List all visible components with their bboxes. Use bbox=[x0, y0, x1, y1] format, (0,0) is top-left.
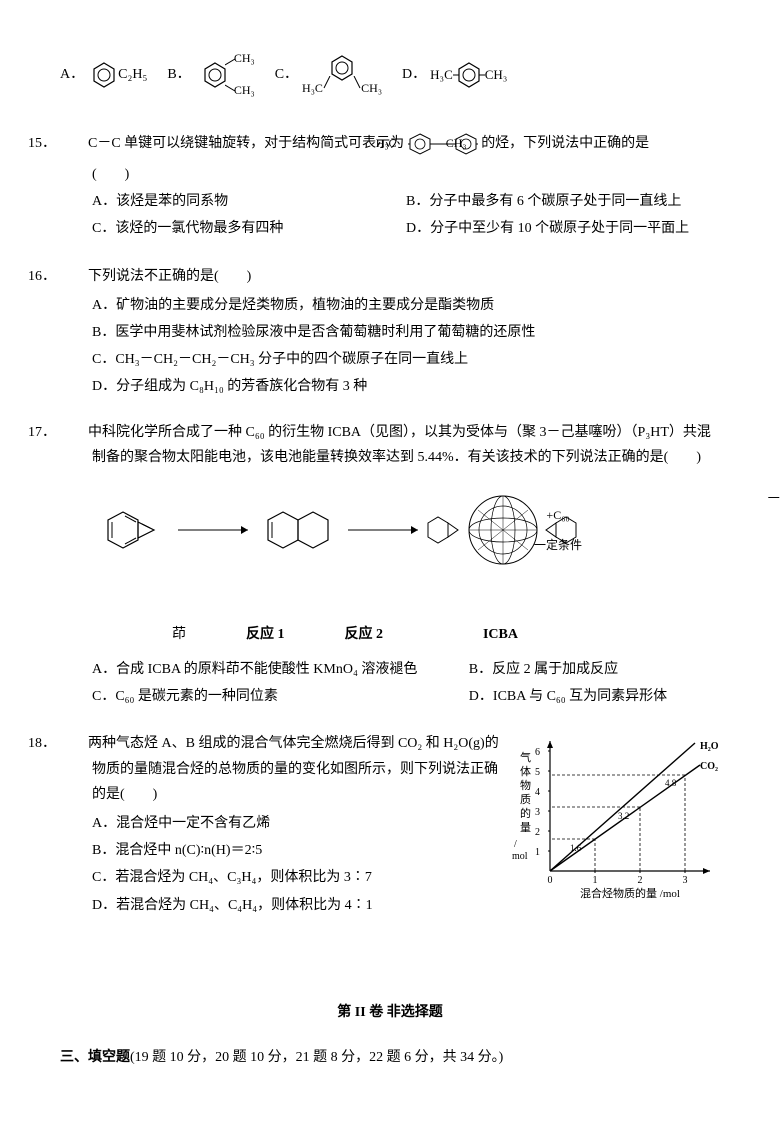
svg-text:3.2: 3.2 bbox=[618, 811, 629, 821]
q15-opt-b: B．分子中最多有 6 个碳原子处于同一直线上 bbox=[406, 189, 720, 214]
q17-options: A．合成 ICBA 的原料茚不能使酸性 KMnO₄ 溶液褪色 B．反应 2 属于… bbox=[60, 657, 720, 711]
svg-text:2: 2 bbox=[638, 875, 643, 886]
svg-text:1.6: 1.6 bbox=[570, 843, 582, 853]
q16-opt-c: C．CH₃－CH₂－CH₂－CH₃ 分子中的四个碳原子在同一直线上 bbox=[60, 347, 720, 372]
svg-text:0: 0 bbox=[548, 875, 553, 886]
q14-opt-d: D． H₃C CH₃ bbox=[402, 59, 507, 91]
formula-text: C₂H₅ bbox=[118, 62, 147, 87]
q18-chart: 气 体 物 质 的 量 / mol 1 2 3 4 5 bbox=[510, 731, 720, 919]
q14-opt-c: C． H₃C CH₃ bbox=[275, 50, 382, 100]
svg-text:1: 1 bbox=[593, 875, 598, 886]
formula-text: H₃C bbox=[302, 78, 323, 100]
svg-text:4: 4 bbox=[535, 787, 540, 798]
y-axis-label: 气 bbox=[520, 750, 531, 764]
bond-lines-icon bbox=[322, 76, 362, 92]
section-3-detail: (19 题 10 分，20 题 10 分，21 题 8 分，22 题 6 分，共… bbox=[130, 1050, 503, 1065]
svg-text:量: 量 bbox=[520, 821, 531, 834]
q14-options-row: A． C₂H₅ B． CH₃ CH₃ C． H bbox=[60, 50, 720, 100]
q14-opt-b: B． CH₃ CH₃ bbox=[167, 50, 254, 100]
q17-figure-labels: 茚 反应 1 反应 2 ICBA bbox=[60, 622, 720, 647]
q17-text: 中科院化学所合成了一种 C₆₀ 的衍生物 ICBA（见图），以其为受体与（聚 3… bbox=[88, 425, 711, 465]
q17-opt-b: B．反应 2 属于加成反应 bbox=[469, 657, 720, 682]
svg-text:4.8: 4.8 bbox=[665, 778, 677, 788]
q16-text: 下列说法不正确的是( ) bbox=[88, 269, 251, 284]
q17-opt-c: C．C₆₀ 是碳元素的一种同位素 bbox=[92, 684, 469, 709]
svg-text:6: 6 bbox=[535, 747, 540, 758]
q15-opt-a: A．该烃是苯的同系物 bbox=[92, 189, 406, 214]
label-reaction1: 反应 1 bbox=[246, 622, 285, 647]
arrow1-condition: 一定条件 bbox=[762, 488, 780, 510]
bond-lines-icon bbox=[225, 59, 243, 91]
q17-reaction-figure: 一定条件 +C₆₀ 一定条件 茚 反应 1 反应 2 ICBA bbox=[60, 480, 720, 647]
question-16: 16．下列说法不正确的是( ) A．矿物油的主要成分是烃类物质，植物油的主要成分… bbox=[60, 264, 720, 400]
q16-opt-a: A．矿物油的主要成分是烃类物质，植物油的主要成分是酯类物质 bbox=[60, 293, 720, 318]
section-3-heading: 三、填空题(19 题 10 分，20 题 10 分，21 题 8 分，22 题 … bbox=[60, 1045, 720, 1070]
label-icba: ICBA bbox=[483, 622, 518, 647]
benzene-icon bbox=[453, 59, 485, 91]
q17-opt-d: D．ICBA 与 C₆₀ 互为同素异形体 bbox=[469, 684, 720, 709]
opt-label: A． bbox=[60, 62, 84, 87]
biphenyl-icon bbox=[408, 130, 478, 158]
svg-text:CO₂: CO₂ bbox=[700, 761, 718, 772]
svg-text:H₂O: H₂O bbox=[700, 741, 719, 752]
line-chart-icon: 气 体 物 质 的 量 / mol 1 2 3 4 5 bbox=[510, 731, 720, 901]
opt-label: B． bbox=[167, 62, 190, 87]
q15-text1: C－C 单键可以绕键轴旋转，对于结构简式可表示为 bbox=[88, 136, 408, 151]
q16-opt-d: D．分子组成为 C₈H₁₀ 的芳香族化合物有 3 种 bbox=[60, 374, 720, 399]
benzene-icon bbox=[88, 59, 120, 91]
q16-opt-b: B．医学中用斐林试剂检验尿液中是否含葡萄糖时利用了葡萄糖的还原性 bbox=[60, 320, 720, 345]
arrow2-bottom: 一定条件 bbox=[528, 535, 588, 557]
arrow2-top: +C₆₀ bbox=[528, 505, 588, 527]
svg-text:混合烃物质的量 /mol: 混合烃物质的量 /mol bbox=[580, 886, 680, 900]
svg-text:1: 1 bbox=[535, 847, 540, 858]
svg-text:2: 2 bbox=[535, 827, 540, 838]
svg-text:3: 3 bbox=[683, 875, 688, 886]
q15-text2: 的烃，下列说法中正确的是 bbox=[478, 136, 650, 151]
q18-opt-b: B．混合烃中 n(C)∶n(H)＝2∶5 bbox=[60, 838, 500, 863]
formula-text: CH₃ bbox=[361, 78, 382, 100]
opt-label: C． bbox=[275, 62, 298, 87]
arrow2-condition: +C₆₀ 一定条件 bbox=[528, 505, 588, 556]
formula-text: CH₃ bbox=[485, 63, 508, 86]
question-17: 17．中科院化学所合成了一种 C₆₀ 的衍生物 ICBA（见图），以其为受体与（… bbox=[60, 420, 720, 712]
svg-text:/: / bbox=[514, 839, 517, 850]
q15-opt-c: C．该烃的一氯代物最多有四种 bbox=[92, 216, 406, 241]
formula-text: H₃C bbox=[430, 63, 453, 86]
question-number: 16． bbox=[60, 264, 88, 289]
question-number: 18． bbox=[60, 731, 88, 756]
q15-options: A．该烃是苯的同系物 B．分子中最多有 6 个碳原子处于同一直线上 C．该烃的一… bbox=[60, 189, 720, 243]
label-reaction2: 反应 2 bbox=[344, 622, 383, 647]
biphenyl-figure: H₃C CH₃ bbox=[408, 130, 478, 158]
q15-opt-d: D．分子中至少有 10 个碳原子处于同一平面上 bbox=[406, 216, 720, 241]
question-18: 18．两种气态烃 A、B 组成的混合气体完全燃烧后得到 CO₂ 和 H₂O(g)… bbox=[60, 731, 720, 919]
q18-text: 两种气态烃 A、B 组成的混合气体完全燃烧后得到 CO₂ 和 H₂O(g)的物质… bbox=[88, 736, 499, 801]
q14-opt-a: A． C₂H₅ bbox=[60, 59, 147, 91]
svg-text:物: 物 bbox=[520, 778, 531, 792]
q18-opt-c: C．若混合烃为 CH₄、C₃H₄，则体积比为 3∶7 bbox=[60, 865, 500, 890]
label-indene: 茚 bbox=[172, 622, 186, 647]
svg-text:3: 3 bbox=[535, 807, 540, 818]
section-2-title: 第 II 卷 非选择题 bbox=[60, 1000, 720, 1025]
svg-text:mol: mol bbox=[512, 851, 528, 862]
q16-stem: 16．下列说法不正确的是( ) bbox=[60, 264, 720, 289]
q17-stem: 17．中科院化学所合成了一种 C₆₀ 的衍生物 ICBA（见图），以其为受体与（… bbox=[60, 420, 720, 470]
svg-text:质: 质 bbox=[520, 793, 531, 806]
svg-text:的: 的 bbox=[520, 806, 531, 820]
q15-stem: 15．C－C 单键可以绕键轴旋转，对于结构简式可表示为 H₃C CH₃ 的烃，下… bbox=[60, 130, 720, 158]
question-number: 17． bbox=[60, 420, 88, 445]
q18-opt-a: A．混合烃中一定不含有乙烯 bbox=[60, 811, 500, 836]
question-number: 15． bbox=[60, 131, 88, 156]
question-15: 15．C－C 单键可以绕键轴旋转，对于结构简式可表示为 H₃C CH₃ 的烃，下… bbox=[60, 130, 720, 244]
q18-stem: 18．两种气态烃 A、B 组成的混合气体完全燃烧后得到 CO₂ 和 H₂O(g)… bbox=[60, 731, 500, 807]
answer-blank: ( ) bbox=[60, 162, 720, 187]
svg-text:体: 体 bbox=[520, 764, 531, 778]
q18-opt-d: D．若混合烃为 CH₄、C₄H₄，则体积比为 4∶1 bbox=[60, 893, 500, 918]
opt-label: D． bbox=[402, 62, 426, 87]
q17-opt-a: A．合成 ICBA 的原料茚不能使酸性 KMnO₄ 溶液褪色 bbox=[92, 657, 469, 682]
svg-text:5: 5 bbox=[535, 767, 540, 778]
